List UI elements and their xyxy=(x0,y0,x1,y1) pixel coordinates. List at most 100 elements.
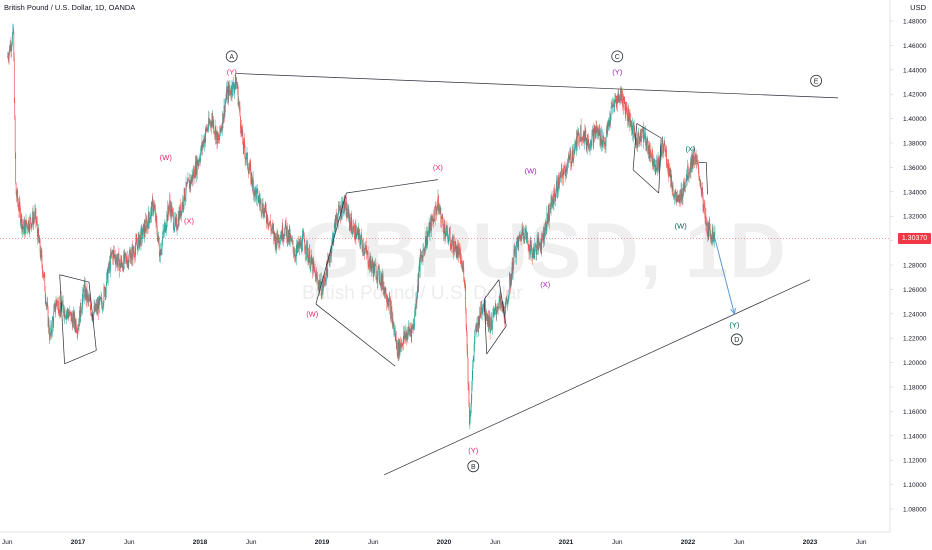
candle-body xyxy=(571,150,573,162)
trendline-upper[interactable] xyxy=(235,73,839,99)
candle-body xyxy=(394,331,395,332)
candle-body xyxy=(57,301,58,306)
candle-body xyxy=(289,235,291,242)
candle-body xyxy=(94,303,96,312)
candle-body xyxy=(64,309,65,318)
time-axis[interactable]: Jun 2017 Jun 2018 Jun 2019 Jun 2020 Jun 2021 Jun 20… xyxy=(2,539,867,546)
candle-body xyxy=(359,240,361,245)
candle-body xyxy=(142,235,143,240)
candle-body xyxy=(493,312,495,314)
candle-body xyxy=(34,218,35,219)
trendline-wave-xw-3[interactable] xyxy=(346,179,438,194)
candle-body xyxy=(132,247,134,260)
candle-body xyxy=(569,152,571,155)
candle-body xyxy=(527,237,528,244)
candle-body xyxy=(459,249,460,250)
candle-body xyxy=(324,278,326,282)
candle-body xyxy=(156,222,158,233)
candle-body xyxy=(486,315,488,320)
candle-body xyxy=(198,159,200,163)
candle-body xyxy=(280,234,282,238)
price-axis[interactable]: 1.080001.100001.120001.140001.160001.180… xyxy=(890,19,927,514)
candle-body xyxy=(694,160,696,165)
candle-body xyxy=(228,85,230,99)
candle-body xyxy=(276,243,277,249)
candle-body xyxy=(95,307,97,311)
trendline-wave-top-3[interactable] xyxy=(632,169,659,194)
candle-body xyxy=(228,85,230,91)
candle-body xyxy=(399,339,400,355)
candle-body xyxy=(191,179,192,184)
candle-body xyxy=(296,244,298,250)
candle-body xyxy=(19,202,20,212)
candle-body xyxy=(359,232,360,241)
candle-body xyxy=(699,178,700,179)
trendline-wave-recent-2[interactable] xyxy=(705,162,708,195)
candle-body xyxy=(332,234,334,238)
projection-arrow[interactable] xyxy=(714,238,735,314)
trendline-wave-top-2[interactable] xyxy=(632,123,638,170)
trendline-wave-tri-3[interactable] xyxy=(486,325,507,355)
candle-body xyxy=(430,219,431,224)
candle-body xyxy=(124,252,126,254)
trendline-wave-abc-2[interactable] xyxy=(59,274,65,364)
trendline-wave-abc-1[interactable] xyxy=(59,274,90,283)
candle-body xyxy=(387,301,389,304)
candle-body xyxy=(55,299,57,308)
candle-body xyxy=(254,190,255,197)
trendline-wave-top-1[interactable] xyxy=(636,123,662,139)
candle-body xyxy=(329,255,331,263)
candle-body xyxy=(255,187,256,191)
wave-label: (X) xyxy=(433,163,444,172)
candle-body xyxy=(666,164,668,167)
candle-body xyxy=(427,232,429,235)
candle-body xyxy=(30,217,32,224)
candle-body xyxy=(597,128,598,131)
candle-body xyxy=(255,190,257,200)
trendline-wave-xw-2[interactable] xyxy=(315,192,347,305)
candle-body xyxy=(363,252,365,253)
candle-body xyxy=(195,162,197,176)
candle-body xyxy=(633,123,635,138)
candle-body xyxy=(78,324,79,330)
candle-body xyxy=(360,234,362,240)
candle-body xyxy=(36,222,38,224)
candle-body xyxy=(48,320,50,333)
candle-body xyxy=(655,169,657,172)
candle-body xyxy=(664,141,665,147)
candle-body xyxy=(272,225,274,228)
candle-body xyxy=(341,214,343,217)
candle-body xyxy=(710,236,712,240)
candle-body xyxy=(158,243,160,255)
trendline-wave-abc-3[interactable] xyxy=(64,350,97,365)
candle-body xyxy=(299,240,301,249)
candle-body xyxy=(679,193,680,203)
trendline-wave-abc-4[interactable] xyxy=(88,282,97,351)
candle-body xyxy=(591,132,593,146)
candle-body xyxy=(578,132,580,144)
candle-body xyxy=(582,139,584,141)
candle-body xyxy=(26,224,28,226)
time-tick-label: Jun xyxy=(246,539,257,546)
candle-body xyxy=(200,145,202,153)
candle-body xyxy=(554,194,556,200)
trendline-wave-top-4[interactable] xyxy=(658,138,662,194)
candle-body xyxy=(181,204,183,215)
candle-body xyxy=(604,142,605,145)
trendline-wave-tri-4[interactable] xyxy=(498,279,507,327)
candle-body xyxy=(64,309,66,318)
trendline-wave-xw-1[interactable] xyxy=(315,303,396,367)
plot-area[interactable] xyxy=(0,0,890,532)
candle-body xyxy=(386,301,388,304)
candle-body xyxy=(172,210,174,214)
candle-body xyxy=(342,202,344,206)
trendline-wave-tri-1[interactable] xyxy=(483,279,500,300)
candle-body xyxy=(561,168,563,170)
candle-body xyxy=(268,222,270,227)
candle-body xyxy=(638,138,640,142)
trendline-lower[interactable] xyxy=(384,279,811,476)
candle-body xyxy=(334,219,336,225)
trendline-wave-tri-2[interactable] xyxy=(483,299,488,355)
candle-body xyxy=(225,99,227,103)
